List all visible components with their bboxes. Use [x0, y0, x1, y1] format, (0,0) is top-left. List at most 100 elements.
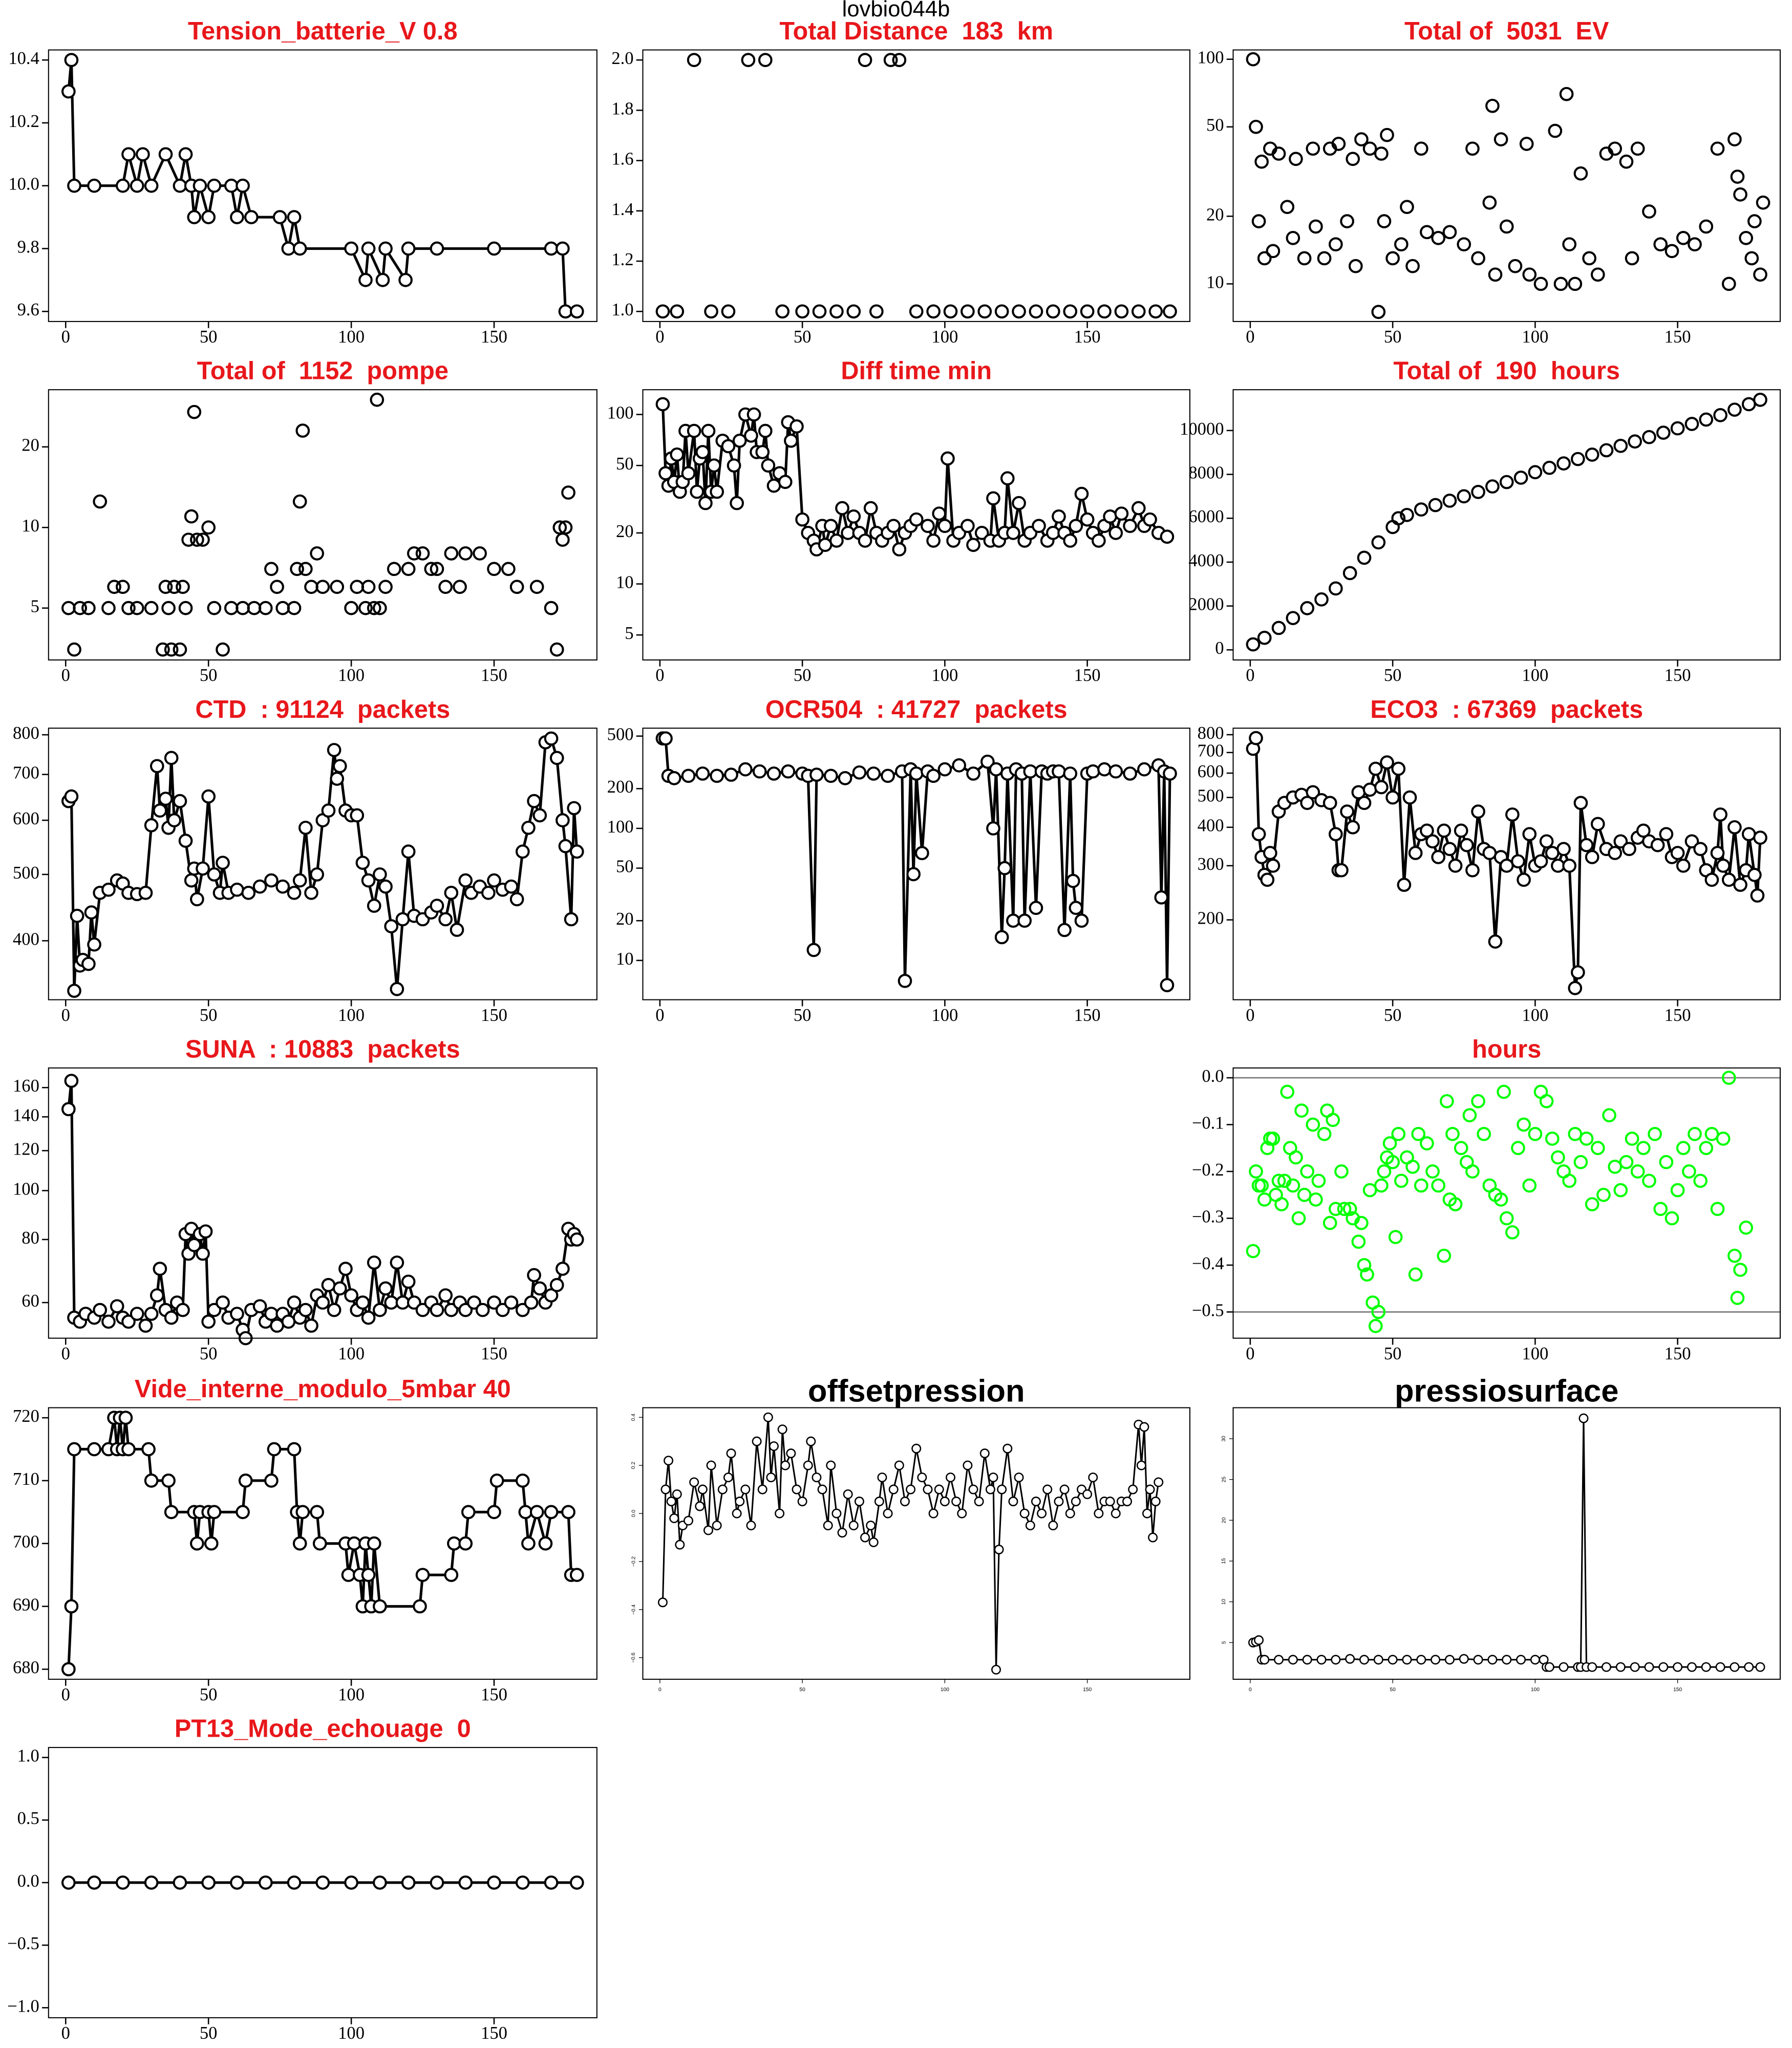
- panel-title: pressiosurface: [1395, 1374, 1618, 1409]
- point: [829, 304, 844, 319]
- point: [812, 304, 827, 319]
- point: [272, 210, 287, 224]
- point: [923, 1484, 933, 1495]
- panel-title: offsetpression: [808, 1374, 1025, 1409]
- y-tick-label: 500: [13, 863, 39, 883]
- x-tick-label: 0: [61, 1344, 70, 1363]
- point: [1414, 502, 1428, 517]
- point: [270, 580, 284, 594]
- point: [695, 445, 710, 459]
- point: [1753, 393, 1767, 407]
- point: [994, 304, 1009, 319]
- point: [1676, 859, 1691, 873]
- point: [193, 178, 207, 193]
- point: [70, 908, 84, 923]
- point: [158, 580, 173, 594]
- y-tick-label: 15: [1221, 1558, 1227, 1564]
- point: [1425, 1164, 1440, 1179]
- point: [1494, 132, 1508, 146]
- point: [1445, 1126, 1460, 1141]
- point: [1704, 1126, 1719, 1141]
- point: [73, 601, 87, 615]
- point: [1465, 1164, 1480, 1179]
- point: [803, 1460, 813, 1470]
- point: [238, 1474, 253, 1488]
- point: [1684, 417, 1699, 431]
- y-tick-label: 700: [13, 763, 39, 783]
- point: [1710, 846, 1725, 860]
- x-tick-label: 50: [799, 1687, 805, 1693]
- y-tick-label: 690: [13, 1595, 39, 1614]
- point: [1650, 838, 1665, 852]
- point: [1499, 1211, 1514, 1226]
- point: [549, 1277, 564, 1292]
- point: [287, 885, 302, 900]
- point: [413, 1599, 427, 1614]
- point: [1394, 1174, 1409, 1188]
- point: [681, 466, 696, 481]
- point: [115, 1875, 130, 1890]
- point: [444, 1303, 459, 1317]
- point: [67, 178, 81, 193]
- point: [287, 1875, 302, 1890]
- x-tick-label: 100: [931, 1006, 958, 1025]
- x-tick-label: 50: [1384, 1344, 1402, 1363]
- point: [310, 1505, 324, 1520]
- point: [1380, 127, 1394, 142]
- point: [1710, 1202, 1725, 1217]
- y-tick-label: 8000: [1188, 463, 1224, 482]
- point: [1382, 1136, 1397, 1150]
- point: [1154, 1477, 1164, 1487]
- point: [1756, 195, 1770, 210]
- point: [835, 501, 849, 516]
- point: [1630, 1164, 1645, 1179]
- panel-title: Diff time min: [841, 357, 992, 385]
- point: [657, 1597, 668, 1608]
- point: [1362, 1183, 1377, 1198]
- point: [509, 892, 524, 907]
- point: [1046, 526, 1060, 540]
- point: [1246, 637, 1261, 652]
- point: [1665, 244, 1679, 259]
- y-tick-label: −0.5: [1192, 1300, 1224, 1320]
- point: [1317, 251, 1332, 266]
- point: [144, 818, 159, 833]
- point: [1297, 251, 1312, 266]
- point: [744, 429, 758, 443]
- point: [153, 1262, 167, 1276]
- point: [906, 1484, 916, 1495]
- point: [367, 601, 381, 615]
- x-tick-label: 150: [481, 1685, 507, 1704]
- plot-frame: [48, 1747, 598, 2018]
- point: [430, 899, 444, 913]
- point: [1029, 901, 1043, 915]
- point: [204, 1536, 219, 1551]
- point: [401, 1274, 416, 1289]
- point: [1688, 237, 1702, 252]
- point: [521, 1536, 536, 1551]
- point: [458, 1303, 473, 1317]
- y-tick-label: 4000: [1188, 551, 1224, 570]
- point: [1487, 1655, 1498, 1665]
- point: [1414, 1178, 1428, 1193]
- point: [1302, 1655, 1312, 1665]
- plot-frame: [642, 1407, 1190, 1680]
- x-tick-label: 150: [1083, 1687, 1092, 1693]
- x-tick-label: 100: [338, 1685, 365, 1704]
- point: [176, 580, 190, 594]
- point: [1032, 519, 1046, 534]
- point: [438, 912, 453, 927]
- point: [1530, 1655, 1540, 1665]
- point: [1517, 872, 1531, 887]
- y-tick-label: 680: [13, 1658, 39, 1677]
- panel-title: ECO3 : 67369 packets: [1370, 696, 1643, 723]
- point: [797, 1497, 807, 1506]
- point: [181, 532, 196, 547]
- point: [1676, 231, 1691, 245]
- point: [156, 642, 170, 657]
- point: [1286, 231, 1300, 245]
- point: [101, 1314, 116, 1329]
- point: [1613, 1183, 1628, 1198]
- point: [1074, 486, 1089, 501]
